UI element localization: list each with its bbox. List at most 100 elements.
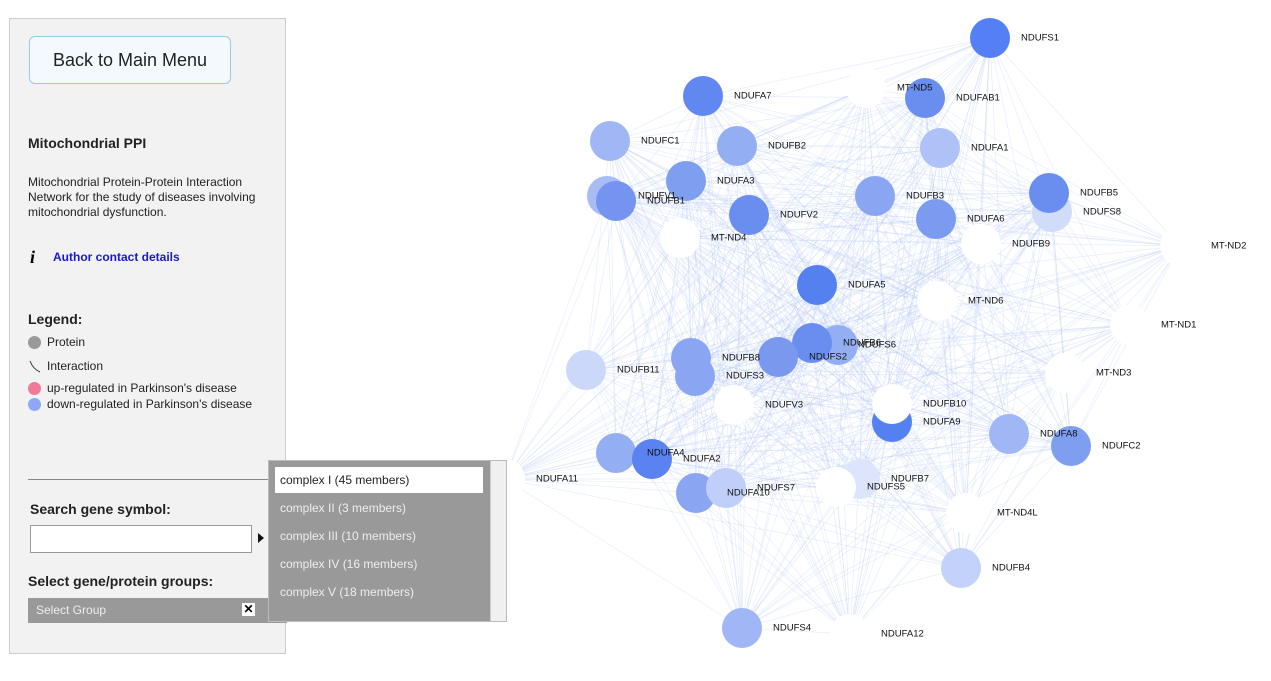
protein-node[interactable] (632, 439, 672, 479)
interaction-edge (859, 478, 962, 569)
protein-node[interactable] (596, 181, 636, 221)
legend-swatch (29, 360, 41, 372)
interaction-edge (702, 95, 727, 489)
interaction-edge (835, 486, 851, 635)
protein-node[interactable] (1029, 173, 1069, 213)
dropdown-option[interactable]: complex III (10 members) (280, 529, 417, 543)
interaction-edge (736, 145, 941, 149)
interaction-edge (504, 200, 617, 480)
protein-node[interactable] (816, 467, 856, 507)
interaction-edge (615, 195, 876, 454)
interaction-edge (651, 433, 1010, 460)
back-button[interactable]: Back to Main Menu (29, 36, 231, 84)
interaction-edge (609, 140, 1050, 194)
interaction-edge (748, 147, 941, 216)
protein-node[interactable] (666, 161, 706, 201)
protein-node[interactable] (916, 199, 956, 239)
interaction-edge (777, 356, 893, 405)
protein-node[interactable] (596, 433, 636, 473)
protein-node[interactable] (920, 128, 960, 168)
protein-node[interactable] (683, 76, 723, 116)
interaction-edge (695, 492, 962, 569)
legend-label: down-regulated in Parkinson's disease (47, 397, 253, 411)
protein-node[interactable] (941, 548, 981, 588)
interaction-edge (702, 95, 818, 286)
interaction-edge (936, 300, 967, 514)
interaction-edge (835, 218, 937, 488)
dropdown-option[interactable]: complex V (18 members) (280, 585, 415, 599)
protein-node[interactable] (905, 78, 945, 118)
protein-node[interactable] (729, 195, 769, 235)
protein-node[interactable] (660, 218, 700, 258)
interaction-edge (606, 195, 962, 569)
interaction-edge (504, 445, 1072, 480)
interaction-edge (736, 145, 1181, 247)
author-link[interactable]: Author contact details (53, 250, 180, 264)
interaction-edge (685, 180, 839, 346)
protein-node[interactable] (722, 608, 762, 648)
interaction-edge (690, 95, 704, 359)
interaction-edge (615, 356, 779, 454)
node-label: NDUFB8 (722, 353, 760, 364)
protein-node[interactable] (706, 468, 746, 508)
groups-label: Select gene/protein groups: (28, 573, 214, 589)
info-icon: i (30, 247, 36, 267)
protein-node[interactable] (590, 121, 630, 161)
interaction-edge (690, 357, 1010, 435)
protein-node[interactable] (792, 323, 832, 363)
interaction-edge (504, 356, 779, 480)
protein-node[interactable] (714, 385, 754, 425)
interaction-edge (615, 433, 1010, 454)
protein-node[interactable] (758, 337, 798, 377)
protein-node[interactable] (676, 473, 716, 513)
protein-node[interactable] (1110, 305, 1150, 345)
protein-node[interactable] (1045, 353, 1085, 393)
interaction-edge (816, 87, 867, 286)
legend-title: Legend: (28, 311, 83, 327)
protein-node[interactable] (917, 281, 957, 321)
interaction-edge (504, 478, 962, 569)
search-input[interactable] (30, 525, 252, 553)
interaction-edge (980, 243, 1010, 435)
interaction-edge (891, 403, 1010, 435)
interaction-edge (679, 237, 893, 423)
protein-node[interactable] (970, 18, 1010, 58)
interaction-edge (606, 195, 839, 346)
interaction-edge (702, 95, 941, 149)
interaction-edge (1070, 324, 1131, 447)
interaction-edge (609, 140, 876, 197)
protein-node[interactable] (717, 126, 757, 166)
protein-node[interactable] (855, 176, 895, 216)
interaction-edge (816, 284, 1072, 447)
interaction-edge (1051, 211, 1181, 247)
protein-node[interactable] (872, 384, 912, 424)
dropdown-option[interactable]: complex I (45 members) (275, 467, 483, 493)
search-button[interactable] (258, 533, 264, 543)
protein-node[interactable] (946, 493, 986, 533)
protein-node[interactable] (566, 350, 606, 390)
group-select[interactable]: Select Group ✕ (28, 598, 287, 623)
protein-node[interactable] (989, 414, 1029, 454)
interaction-edge (748, 214, 1010, 435)
protein-node[interactable] (846, 68, 886, 108)
interaction-edge (859, 97, 926, 480)
interaction-edge (835, 87, 867, 488)
interaction-edge (960, 324, 1131, 569)
interaction-edge (777, 356, 893, 423)
dropdown-option[interactable]: complex II (3 members) (280, 501, 407, 515)
interaction-edge (702, 95, 1066, 374)
protein-node[interactable] (830, 614, 870, 654)
protein-node[interactable] (797, 265, 837, 305)
sidebar: Back to Main Menu Mitochondrial PPI Mito… (9, 18, 287, 654)
scrollbar[interactable] (490, 461, 506, 621)
interaction-edge (874, 195, 893, 405)
interaction-edge (835, 211, 1053, 488)
protein-node[interactable] (961, 224, 1001, 264)
protein-node[interactable] (675, 356, 715, 396)
protein-node[interactable] (1051, 426, 1091, 466)
dropdown-option[interactable]: complex IV (16 members) (280, 557, 418, 571)
clear-button[interactable]: ✕ (242, 602, 255, 616)
interaction-edge (859, 87, 867, 480)
protein-node[interactable] (1160, 226, 1200, 266)
